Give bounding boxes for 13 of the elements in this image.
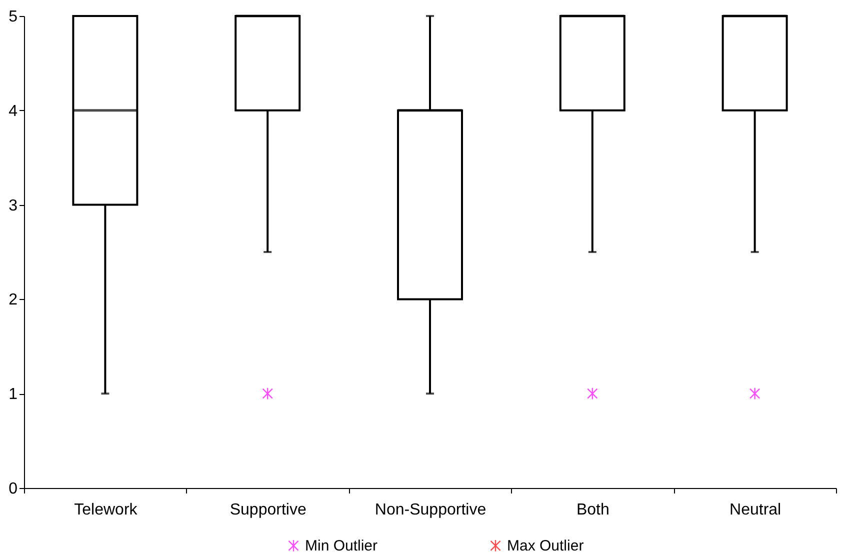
y-tick-label: 5 bbox=[8, 8, 18, 26]
y-tick-label: 4 bbox=[8, 102, 18, 120]
y-tick-label: 0 bbox=[8, 480, 18, 498]
x-tick-label: Both bbox=[576, 502, 610, 518]
y-tick-label: 1 bbox=[8, 386, 18, 404]
x-tick-label: Non-Supportive bbox=[374, 502, 486, 518]
legend-label: Max Outlier bbox=[507, 538, 584, 555]
y-tick-label: 2 bbox=[8, 292, 18, 309]
x-tick-label: Supportive bbox=[230, 502, 306, 518]
legend-label: Min Outlier bbox=[305, 538, 378, 555]
x-tick-label: Neutral bbox=[730, 502, 782, 518]
x-tick-label: Telework bbox=[74, 502, 138, 518]
y-tick-label: 3 bbox=[8, 197, 18, 214]
